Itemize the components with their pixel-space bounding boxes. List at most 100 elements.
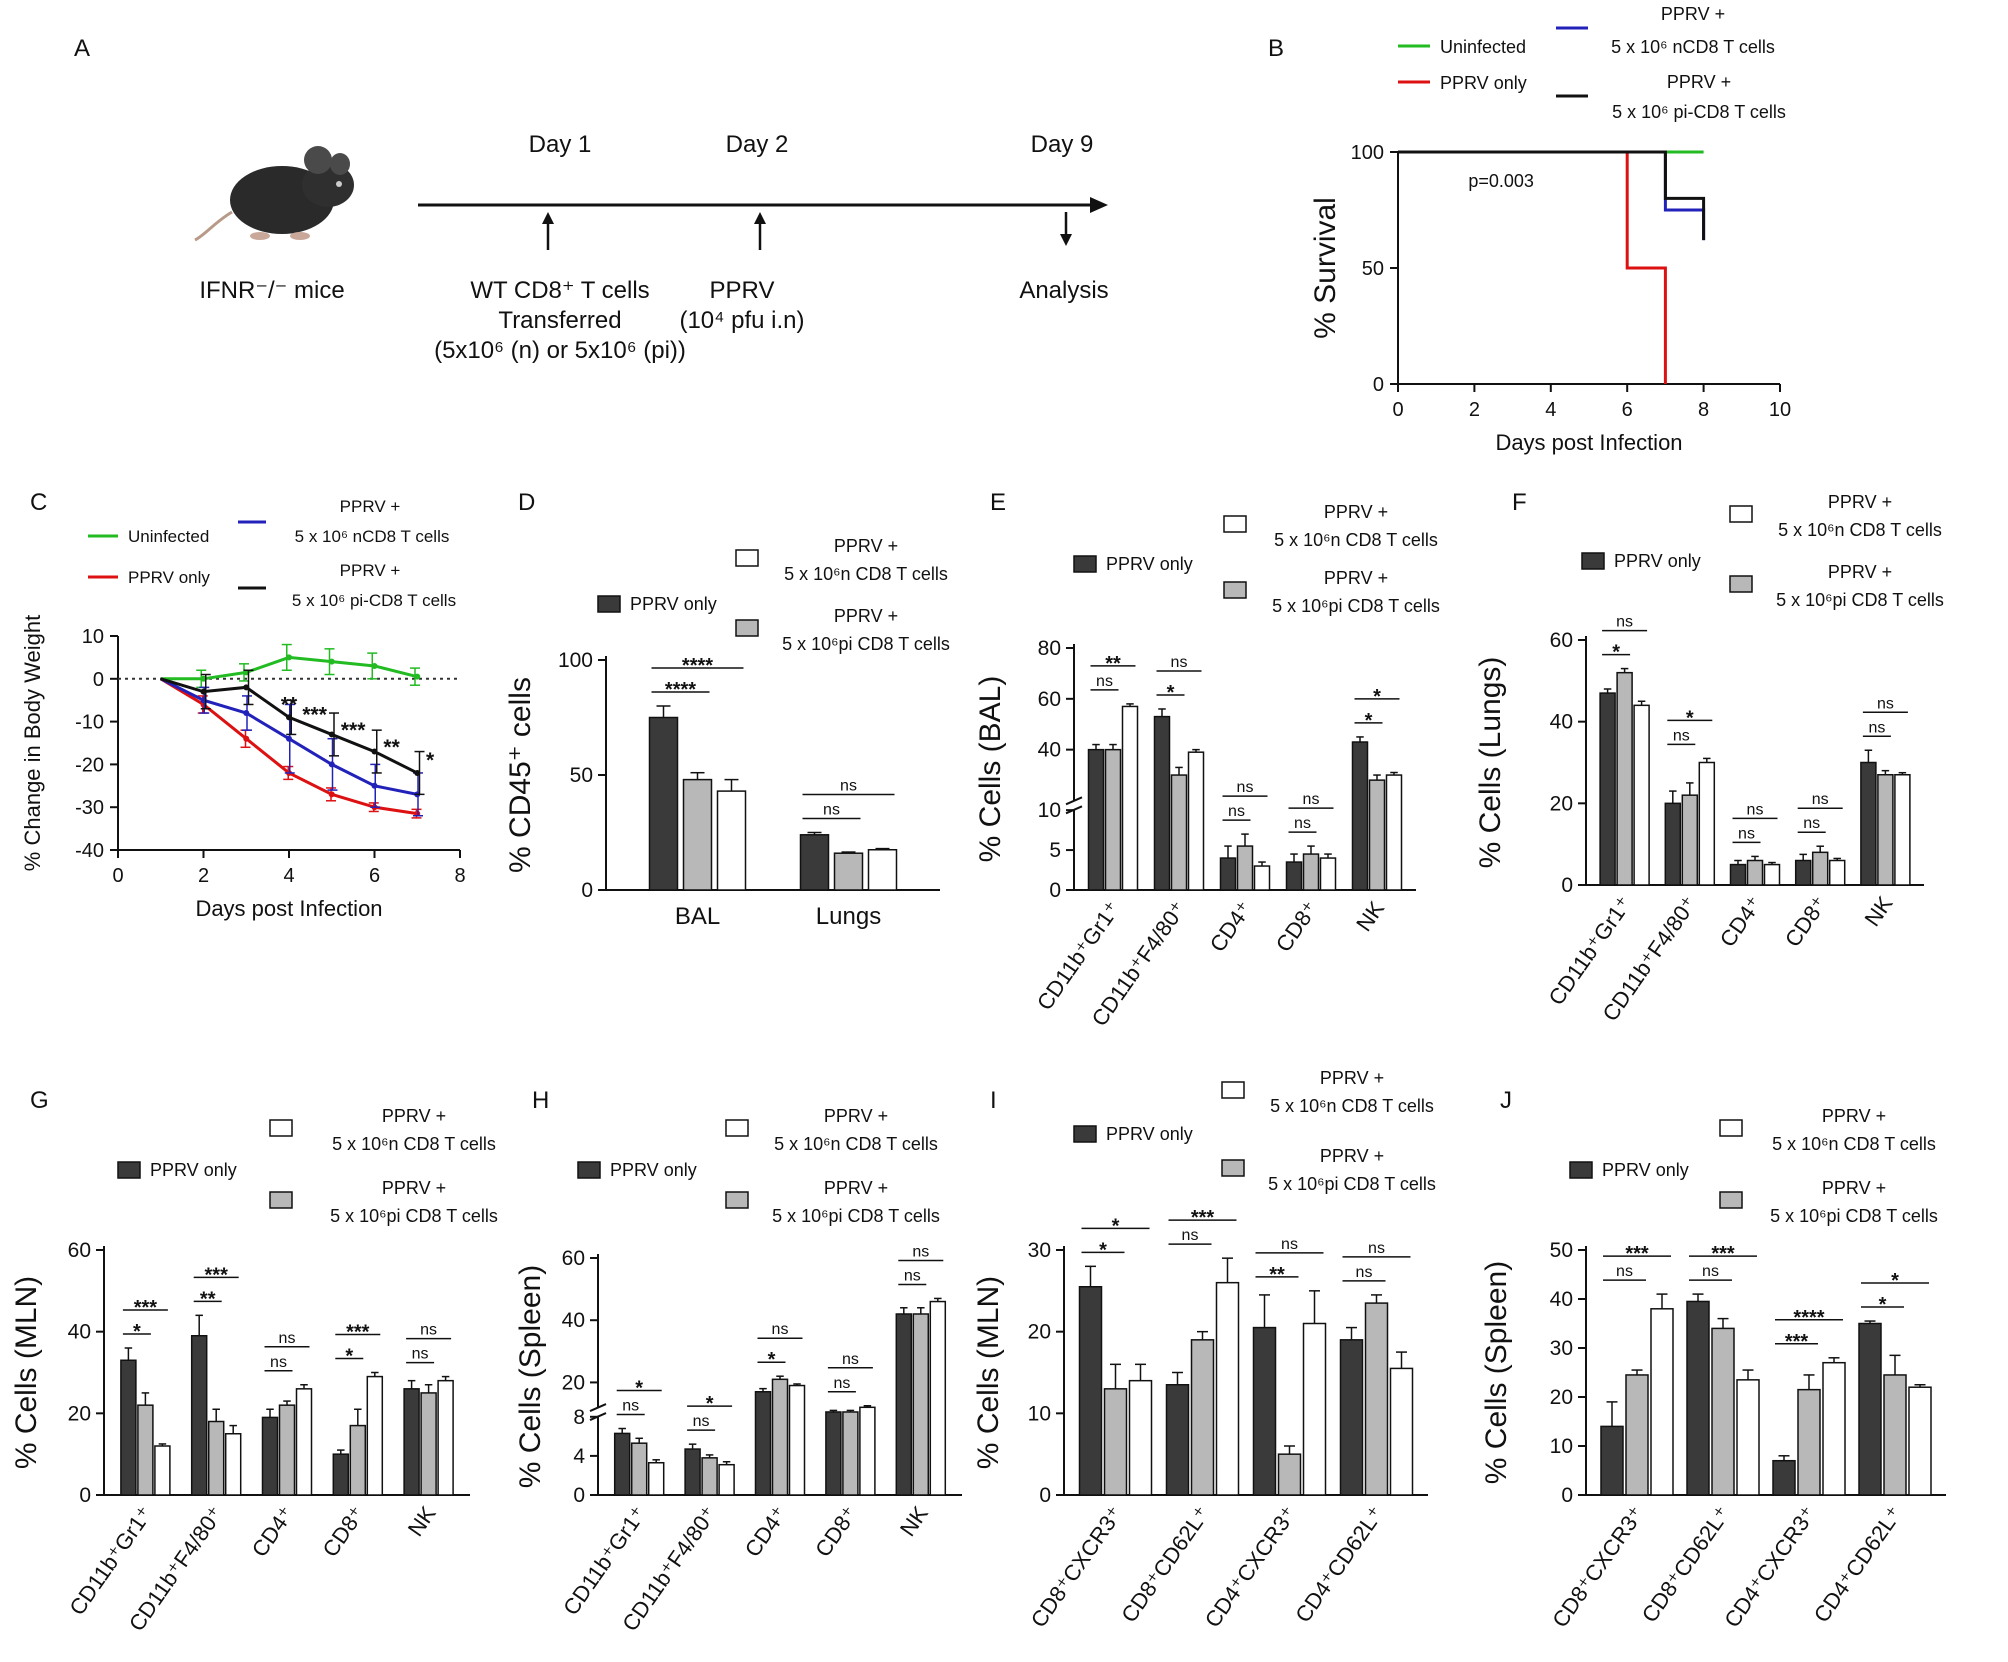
bar [332, 1453, 350, 1496]
category-label: CD8⁺ [810, 1502, 862, 1562]
y-axis-label: % Cells (Spleen) [1480, 1261, 1513, 1484]
x-tick-label: 8 [1698, 399, 1709, 421]
bar [1616, 671, 1633, 886]
y-axis-label: % CD45⁺ cells [504, 677, 537, 873]
series-line [160, 655, 418, 681]
step1-line1: WT CD8⁺ T cells [470, 277, 649, 304]
bar [1877, 774, 1894, 886]
legend-swatch-pi-cd8 [735, 619, 759, 637]
significance-label: * [426, 749, 435, 772]
significance-label: ns [840, 778, 857, 795]
y-tick-label: 80 [1038, 637, 1061, 660]
category-label: CD4⁺ [1205, 897, 1257, 957]
bar [647, 1461, 665, 1496]
bar [1351, 741, 1369, 891]
data-point [328, 731, 335, 738]
category-label: BAL [675, 903, 720, 930]
bar [1121, 705, 1139, 891]
x-tick-label: 10 [1769, 399, 1791, 421]
significance-label: **** [665, 679, 696, 701]
bar [224, 1433, 242, 1496]
bar [1860, 761, 1877, 886]
legend-pprv-plus: PPRV + [1320, 1068, 1384, 1088]
day9-arrow-head [1060, 234, 1072, 246]
y-tick-label: 30 [1028, 1239, 1051, 1262]
significance-label: ns [420, 1322, 437, 1339]
data-point [328, 791, 335, 798]
significance-label: ns [1803, 815, 1820, 832]
legend-label-uninfected: Uninfected [1440, 37, 1526, 57]
significance-label: * [1612, 642, 1620, 664]
legend-pprv-plus-1: PPRV + [340, 497, 401, 516]
legend-pprv-plus: PPRV + [1822, 1106, 1886, 1126]
bar [420, 1392, 437, 1496]
bar [684, 1448, 701, 1496]
bar [1187, 751, 1205, 891]
legend-swatch-pprv-only [1073, 1125, 1097, 1143]
significance-label: ** [281, 693, 298, 716]
legend-swatch-n-cd8 [269, 1119, 293, 1137]
significance-label: * [133, 1321, 141, 1343]
bar [682, 778, 713, 891]
significance-label: ns [279, 1330, 296, 1347]
legend-swatch-n-cd8 [725, 1119, 749, 1137]
data-point [371, 662, 378, 669]
legend-label-pprv-only: PPRV only [610, 1160, 697, 1180]
bar [1828, 859, 1846, 886]
bar [437, 1379, 454, 1496]
panel-e: E PPRV only PPRV + 5 x 10⁶n CD8 T cells PPRV… [974, 489, 1440, 1031]
category-label: CD4⁺ [1715, 892, 1767, 952]
category-label: CD8⁺CD62L⁺ [1116, 1502, 1214, 1628]
bar [1252, 1326, 1277, 1496]
legend-pprv-plus: PPRV + [824, 1178, 888, 1198]
day2-label: Day 2 [726, 131, 789, 158]
bar [859, 1406, 876, 1496]
legend-swatch-pprv-only [1581, 552, 1605, 570]
significance-label: ns [693, 1413, 710, 1430]
legend-pprv-plus: PPRV + [834, 536, 898, 556]
significance-label: ns [1673, 727, 1690, 744]
legend-swatch-n-cd8 [1729, 505, 1753, 523]
legend-swatch-pi-cd8 [1729, 575, 1753, 593]
category-label: CD8⁺ [318, 1502, 370, 1562]
panel-d: D PPRV only PPRV + 5 x 10⁶n CD8 T cells PPRV… [504, 489, 950, 930]
category-label: CD4⁺ [247, 1502, 299, 1562]
legend-swatch-pprv-only [117, 1161, 141, 1179]
bar [1253, 865, 1271, 891]
bar [120, 1359, 137, 1496]
bar [1698, 761, 1716, 886]
legend-label-pprv-only: PPRV only [128, 568, 210, 587]
legend-label-picd8: 5 x 10⁶ pi-CD8 T cells [1612, 102, 1786, 122]
significance-label: ns [1228, 803, 1245, 820]
mouse-icon [194, 146, 354, 242]
bar [1746, 859, 1764, 886]
series-line [1398, 150, 1706, 241]
series-line [1398, 150, 1706, 241]
bar [1686, 1300, 1710, 1496]
y-tick-label: -10 [75, 712, 104, 734]
y-axis-label: % Cells (MLN) [972, 1276, 1005, 1469]
significance-label: ns [912, 1243, 929, 1260]
bar [1087, 748, 1105, 891]
y-tick-label: 4 [573, 1445, 585, 1468]
significance-label: *** [1785, 1331, 1809, 1353]
significance-label: ns [823, 802, 840, 819]
mouse-label: IFNR⁻/⁻ mice [199, 277, 344, 304]
y-tick-label: 10 [1028, 1402, 1051, 1425]
legend-pprv-plus: PPRV + [834, 606, 898, 626]
significance-label: * [1099, 1239, 1107, 1261]
bar [630, 1442, 648, 1496]
data-point [243, 684, 250, 691]
bar [1190, 1339, 1215, 1496]
significance-label: *** [134, 1297, 158, 1319]
bar [842, 1411, 859, 1496]
y-tick-label: 10 [82, 626, 104, 648]
legend-swatch-n-cd8 [1719, 1119, 1743, 1137]
data-point [414, 769, 421, 776]
bar [912, 1313, 930, 1496]
x-tick-label: 4 [1545, 399, 1556, 421]
y-tick-label: 10 [1550, 1435, 1573, 1458]
bar [1633, 704, 1650, 886]
significance-label: * [635, 1378, 643, 1400]
bar [190, 1335, 208, 1496]
